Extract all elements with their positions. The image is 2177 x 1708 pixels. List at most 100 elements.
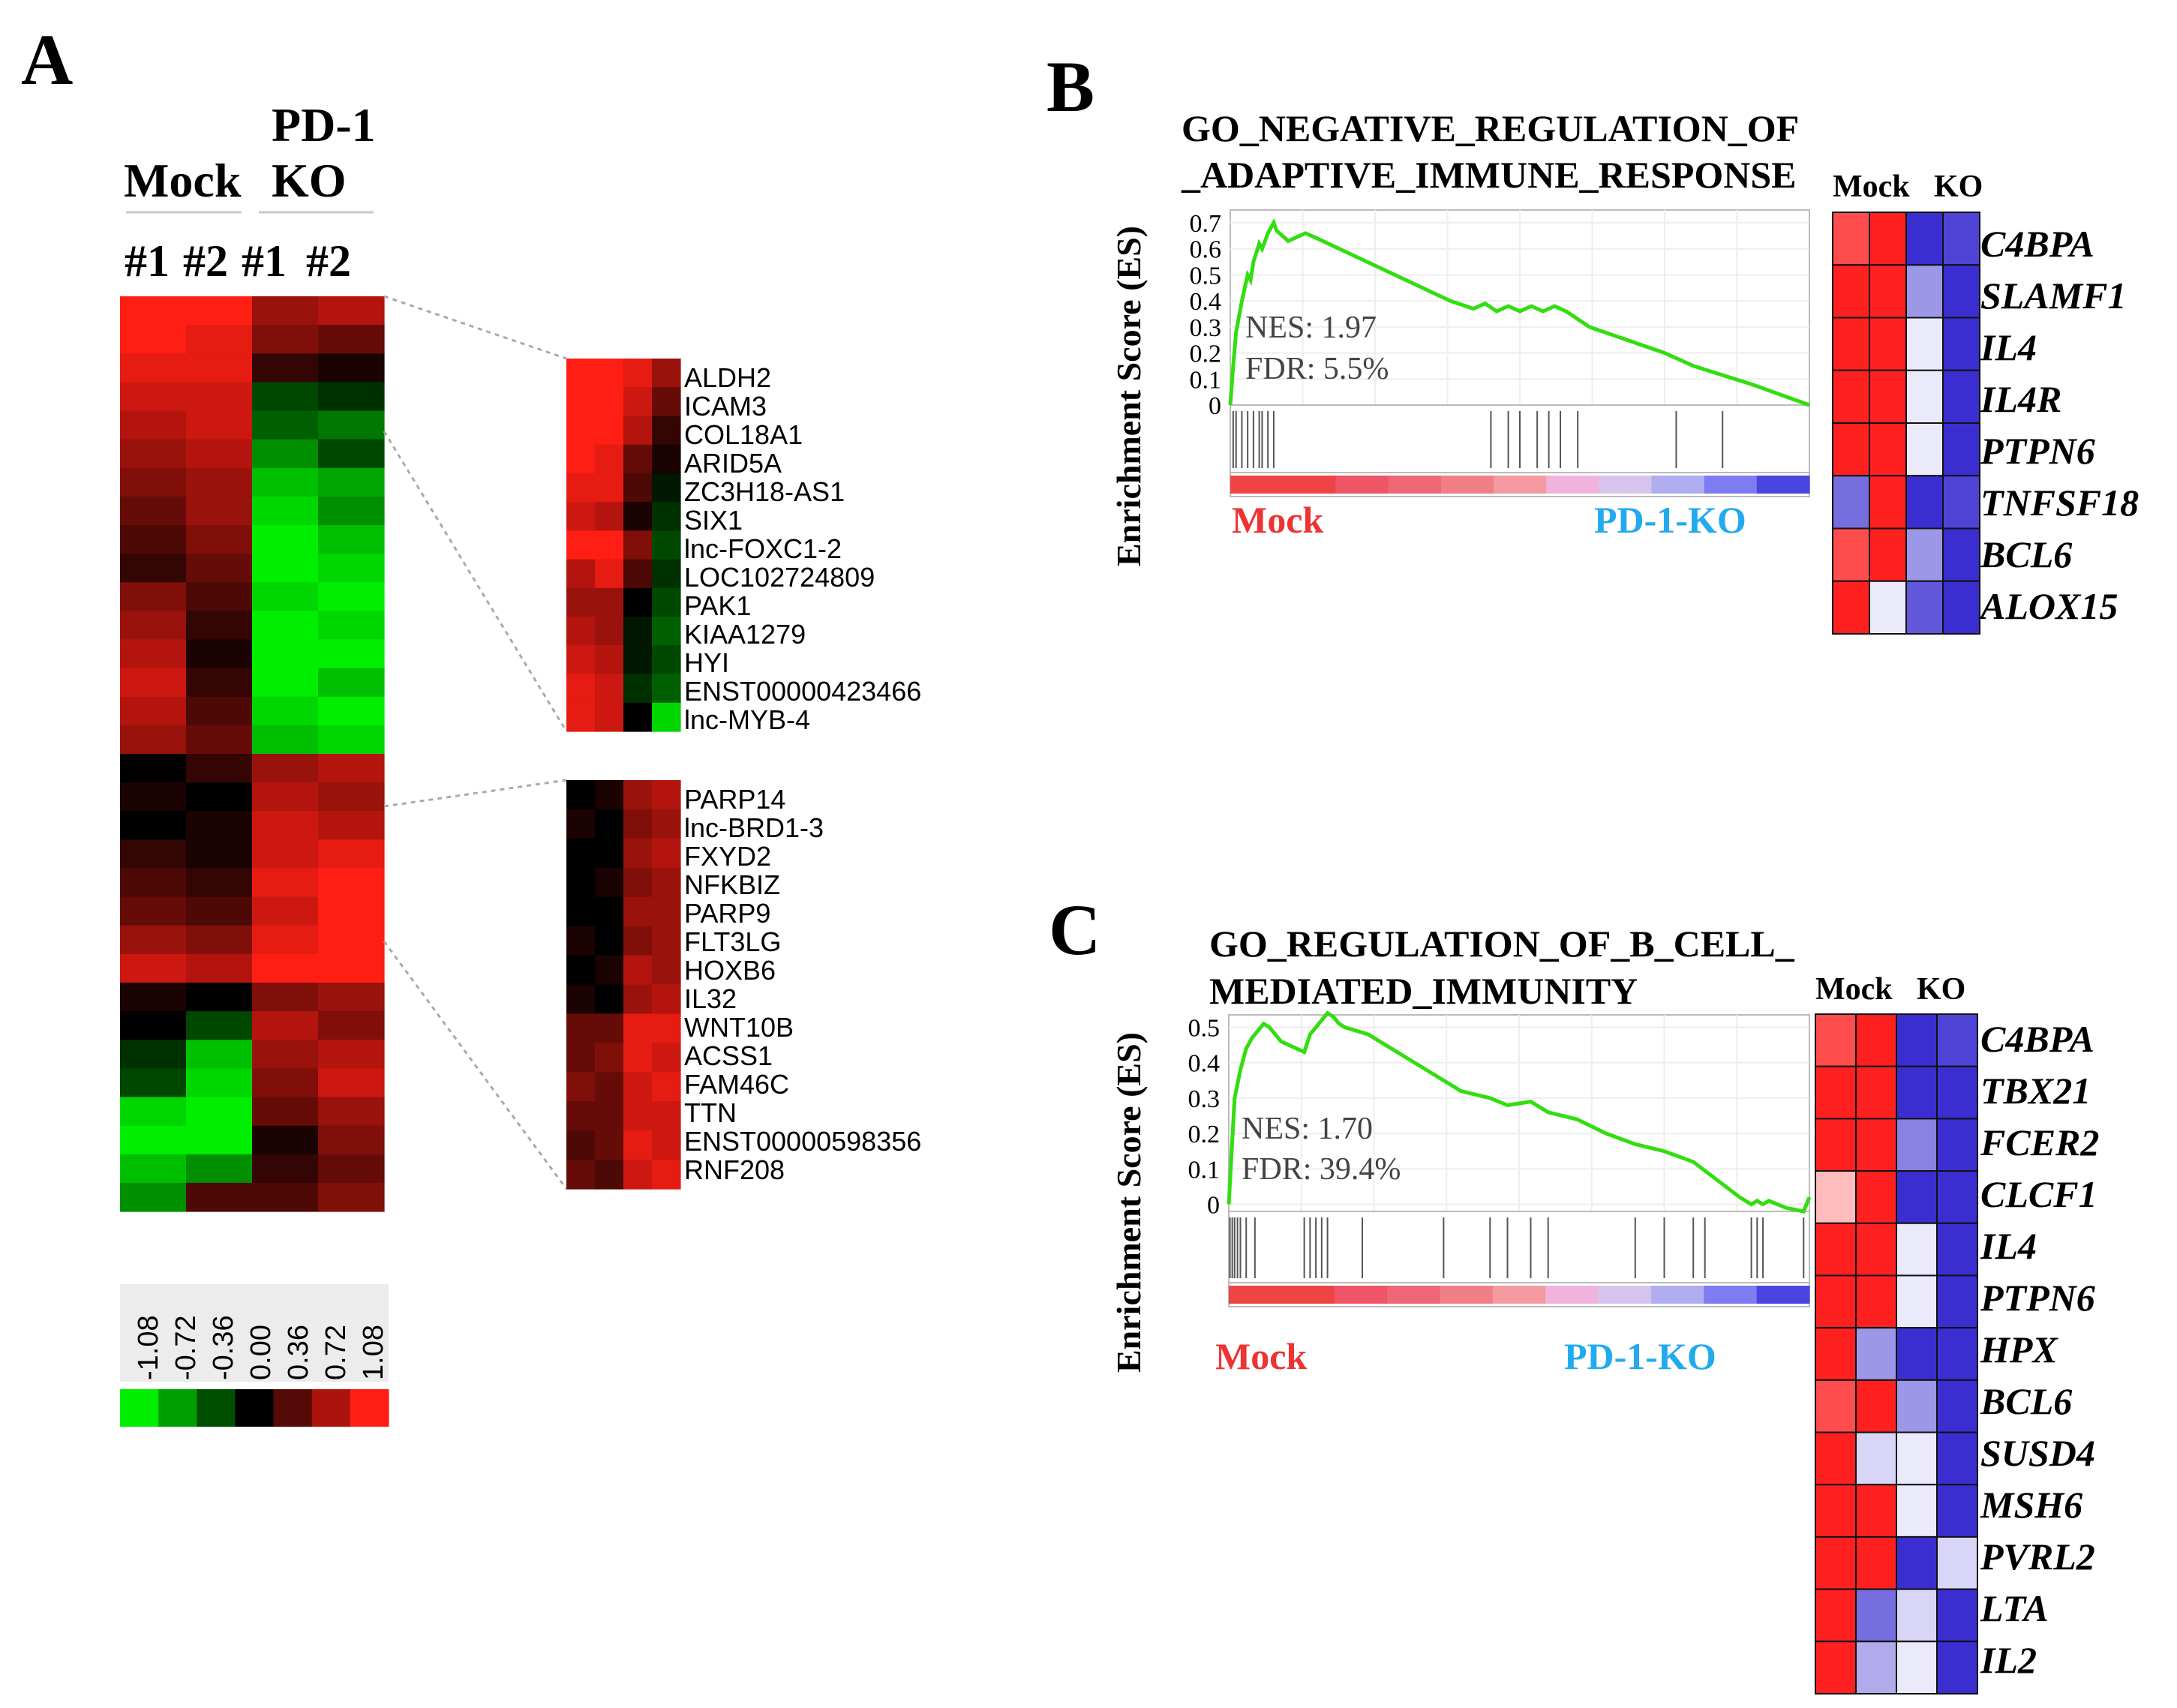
heatmap-cell: [252, 525, 319, 554]
heatmap-cell: [1896, 1640, 1938, 1694]
heatmap-cell: [252, 554, 319, 583]
heatmap-cell: [623, 896, 653, 927]
y-tick-label: 0.3: [1188, 1085, 1221, 1113]
heatmap-cell: [566, 1072, 596, 1102]
heatmap-cell: [120, 1040, 187, 1069]
heatmap-cell: [318, 554, 385, 583]
heatmap-cell: [652, 674, 681, 704]
heatmap-cell: [1869, 369, 1907, 424]
heatmap-cell: [186, 554, 253, 583]
heatmap-cell: [623, 559, 653, 589]
rank-ribbon-segment: [1599, 476, 1652, 494]
heatmap-cell: [120, 467, 187, 497]
heatmap-cell: [120, 1097, 187, 1127]
gene-label: HPX: [1980, 1328, 2058, 1370]
y-tick-label: 0.4: [1190, 288, 1222, 316]
zoom-connector-lower-bottom: [383, 941, 568, 1190]
heatmap-cell: [252, 668, 319, 698]
heatmap-cell: [252, 896, 319, 926]
heatmap-cell: [652, 1160, 681, 1190]
gsea-c-plot: 0 0.1 0.2 0.3 0.4 0.5: [1188, 1010, 1812, 1307]
heatmap-cell: [1936, 1535, 1978, 1590]
heatmap-cell: [1815, 1588, 1857, 1643]
gsea-b-title-line2: _ADAPTIVE_IMMUNE_RESPONSE: [1181, 154, 1797, 196]
heatmap-cell: [1855, 1379, 1897, 1433]
heatmap-cell: [595, 387, 624, 417]
heatmap-cell: [623, 1072, 653, 1102]
panel-a: A Mock PD-1 KO #1 #2 #1 #2 ALDH2 ICAM3 C…: [21, 20, 921, 1427]
heatmap-cell: [652, 702, 681, 732]
heatmap-cell: [1815, 1013, 1857, 1067]
heatmap-cell: [186, 1068, 253, 1098]
heatmap-cell: [1896, 1222, 1938, 1277]
heatmap-cell: [120, 325, 187, 354]
heatmap-cell: [252, 811, 319, 840]
heatmap-cell: [652, 416, 681, 446]
heatmap-cell: [120, 868, 187, 898]
heatmap-cell: [566, 984, 596, 1015]
heatmap-cell: [186, 754, 253, 783]
heatmap-cell: [1855, 1484, 1897, 1538]
heatmap-cell: [1942, 580, 1980, 635]
heatmap-cell: [252, 925, 319, 955]
heat-b-header-ko: KO: [1934, 170, 1983, 204]
zoom-connector-upper-bottom: [383, 431, 568, 732]
rank-ribbon-segment: [1704, 476, 1758, 494]
heatmap-cell: [252, 839, 319, 869]
gene-label: lnc-BRD1-3: [684, 812, 824, 843]
scale-tick-label: 0.72: [320, 1325, 352, 1380]
heatmap-cell: [652, 359, 681, 388]
heatmap-cell: [1855, 1535, 1897, 1590]
gene-label: ALDH2: [684, 362, 771, 393]
gsea-b-fdr: FDR: 5.5%: [1245, 352, 1389, 386]
heatmap-cell: [566, 359, 596, 388]
gene-label: ALOX15: [1978, 585, 2118, 627]
heatmap-cell: [1815, 1484, 1857, 1538]
heatmap-cell: [318, 1068, 385, 1098]
heatmap-cell: [318, 496, 385, 526]
heatmap-cell: [120, 1182, 187, 1212]
heatmap-cell: [623, 617, 653, 646]
gene-label: IL2: [1980, 1639, 2037, 1681]
heatmap-cell: [652, 867, 681, 898]
heatmap-cell: [623, 1130, 653, 1160]
heat-b-gene-list: C4BPA SLAMF1 IL4 IL4R PTPN6 TNFSF18 BCL6…: [1978, 223, 2139, 627]
gene-label: ZC3H18-AS1: [684, 476, 845, 507]
gsea-c-ko-label: PD-1-KO: [1564, 1335, 1716, 1377]
scale-tick-label: 0.00: [245, 1325, 277, 1380]
y-tick-label: 0.2: [1190, 341, 1222, 368]
heatmap-cell: [566, 780, 596, 810]
heatmap-cell: [186, 1097, 253, 1127]
gene-label: PVRL2: [1980, 1535, 2095, 1577]
heatmap-cell: [120, 782, 187, 812]
heatmap-cell: [595, 559, 624, 589]
heatmap-cell: [652, 926, 681, 956]
gsea-b-mock-label: Mock: [1232, 499, 1323, 541]
scale-label-background: [120, 1284, 389, 1382]
heatmap-cell: [1815, 1274, 1857, 1329]
heatmap-cell: [252, 1154, 319, 1184]
sample-label-3: #1: [242, 236, 287, 286]
heatmap-cell: [252, 725, 319, 755]
heatmap-cell: [1896, 1118, 1938, 1172]
heat-c-header-mock: Mock: [1815, 972, 1893, 1007]
heatmap-cell: [1896, 1379, 1938, 1433]
heatmap-cell: [120, 1125, 187, 1155]
gene-label: IL32: [684, 983, 737, 1014]
group-label-ko-line1: PD-1: [272, 98, 376, 152]
heatmap-cell: [566, 809, 596, 839]
heatmap-cell: [120, 1068, 187, 1098]
heatmap-cell: [186, 925, 253, 955]
heatmap-cell: [1815, 1170, 1857, 1224]
y-tick-label: 0.3: [1190, 314, 1222, 342]
heatmap-cell: [252, 868, 319, 898]
heatmap-cell: [1815, 1535, 1857, 1590]
rank-ribbon-segment: [1545, 1286, 1599, 1304]
heatmap-cell: [652, 387, 681, 417]
heatmap-cell: [623, 1160, 653, 1190]
scale-tick-label: 0.36: [283, 1325, 314, 1380]
heatmap-cell: [186, 525, 253, 554]
y-tick-label: 0.1: [1188, 1156, 1221, 1184]
heatmap-cell: [1905, 580, 1944, 635]
